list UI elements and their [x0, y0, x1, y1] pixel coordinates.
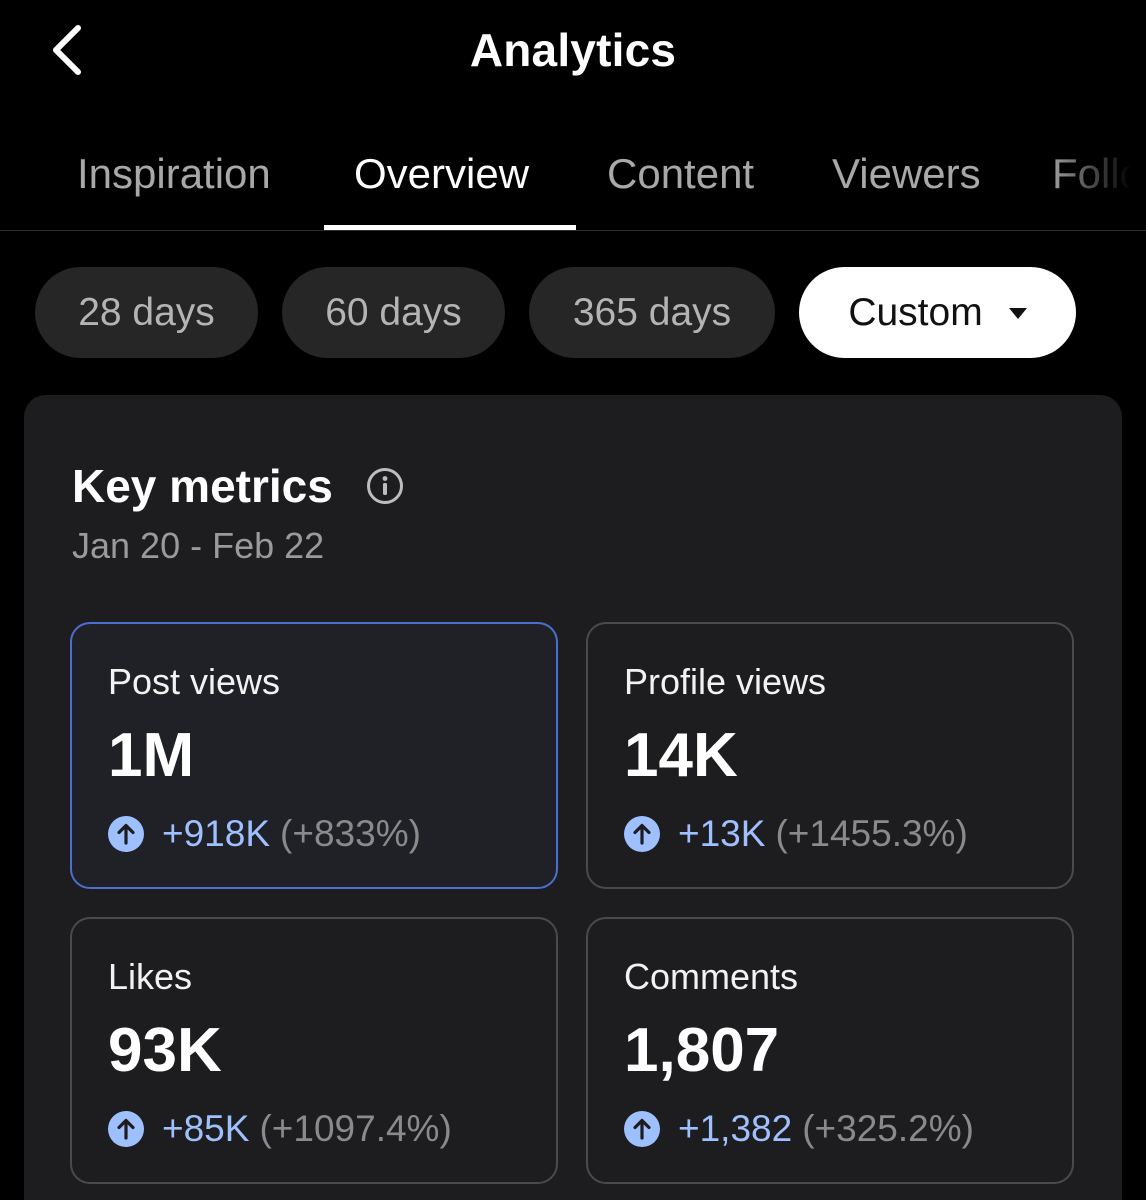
metric-card-profile-views[interactable]: Profile views 14K +13K (+1455.3%)	[586, 622, 1074, 889]
period-chip-label: 365 days	[572, 290, 732, 334]
info-icon[interactable]	[366, 467, 404, 505]
metric-label: Comments	[624, 956, 799, 997]
metric-card-post-views[interactable]: Post views 1M +918K (+833%)	[70, 622, 558, 889]
metric-card-comments[interactable]: Comments 1,807 +1,382 (+325.2%)	[586, 917, 1074, 1184]
arrow-up-circle-icon	[624, 816, 660, 852]
metric-percent: (+325.2%)	[802, 1108, 974, 1149]
metric-change: +1,382 (+325.2%)	[624, 1107, 974, 1151]
metric-value: 1,807	[624, 1016, 780, 1085]
metric-change: +85K (+1097.4%)	[108, 1107, 452, 1151]
tab-overview[interactable]: Overview	[354, 150, 530, 197]
arrow-up-circle-icon	[108, 1111, 144, 1147]
tab-viewers[interactable]: Viewers	[832, 150, 981, 197]
period-chip-label: Custom	[848, 290, 983, 334]
tab-followers[interactable]: Follo	[1052, 150, 1144, 197]
metric-value: 14K	[624, 721, 738, 790]
tab-bar: Inspiration Overview Content Viewers Fol…	[0, 118, 1146, 231]
metric-delta: +1,382	[678, 1108, 793, 1149]
metric-delta: +13K	[678, 813, 766, 854]
period-chip-365-days[interactable]: 365 days	[529, 267, 775, 358]
metric-percent: (+1455.3%)	[775, 813, 968, 854]
metric-change: +13K (+1455.3%)	[624, 812, 968, 856]
metric-delta: +918K	[162, 813, 271, 854]
period-chip-label: 60 days	[325, 290, 462, 334]
metric-card-likes[interactable]: Likes 93K +85K (+1097.4%)	[70, 917, 558, 1184]
metric-label: Likes	[108, 956, 193, 997]
header: Analytics	[0, 0, 1146, 100]
metric-percent: (+1097.4%)	[259, 1108, 452, 1149]
metric-label: Profile views	[624, 661, 827, 702]
period-chip-60-days[interactable]: 60 days	[282, 267, 505, 358]
caret-down-icon	[1008, 308, 1027, 319]
period-chip-custom[interactable]: Custom	[799, 267, 1076, 358]
metric-value: 1M	[108, 721, 195, 790]
arrow-up-circle-icon	[624, 1111, 660, 1147]
tab-inspiration[interactable]: Inspiration	[77, 150, 271, 197]
back-button[interactable]	[38, 22, 94, 78]
chevron-left-icon	[53, 25, 81, 75]
metric-label: Post views	[108, 661, 281, 702]
active-tab-indicator	[324, 225, 576, 230]
metric-value: 93K	[108, 1016, 222, 1085]
metric-percent: (+833%)	[280, 813, 421, 854]
key-metrics-title: Key metrics	[72, 460, 333, 512]
period-chip-28-days[interactable]: 28 days	[35, 267, 258, 358]
page-title: Analytics	[469, 24, 677, 76]
tab-content[interactable]: Content	[607, 150, 755, 197]
metric-change: +918K (+833%)	[108, 812, 421, 856]
period-chip-label: 28 days	[78, 290, 215, 334]
arrow-up-circle-icon	[108, 816, 144, 852]
date-range: Jan 20 - Feb 22	[72, 525, 325, 566]
metric-delta: +85K	[162, 1108, 250, 1149]
